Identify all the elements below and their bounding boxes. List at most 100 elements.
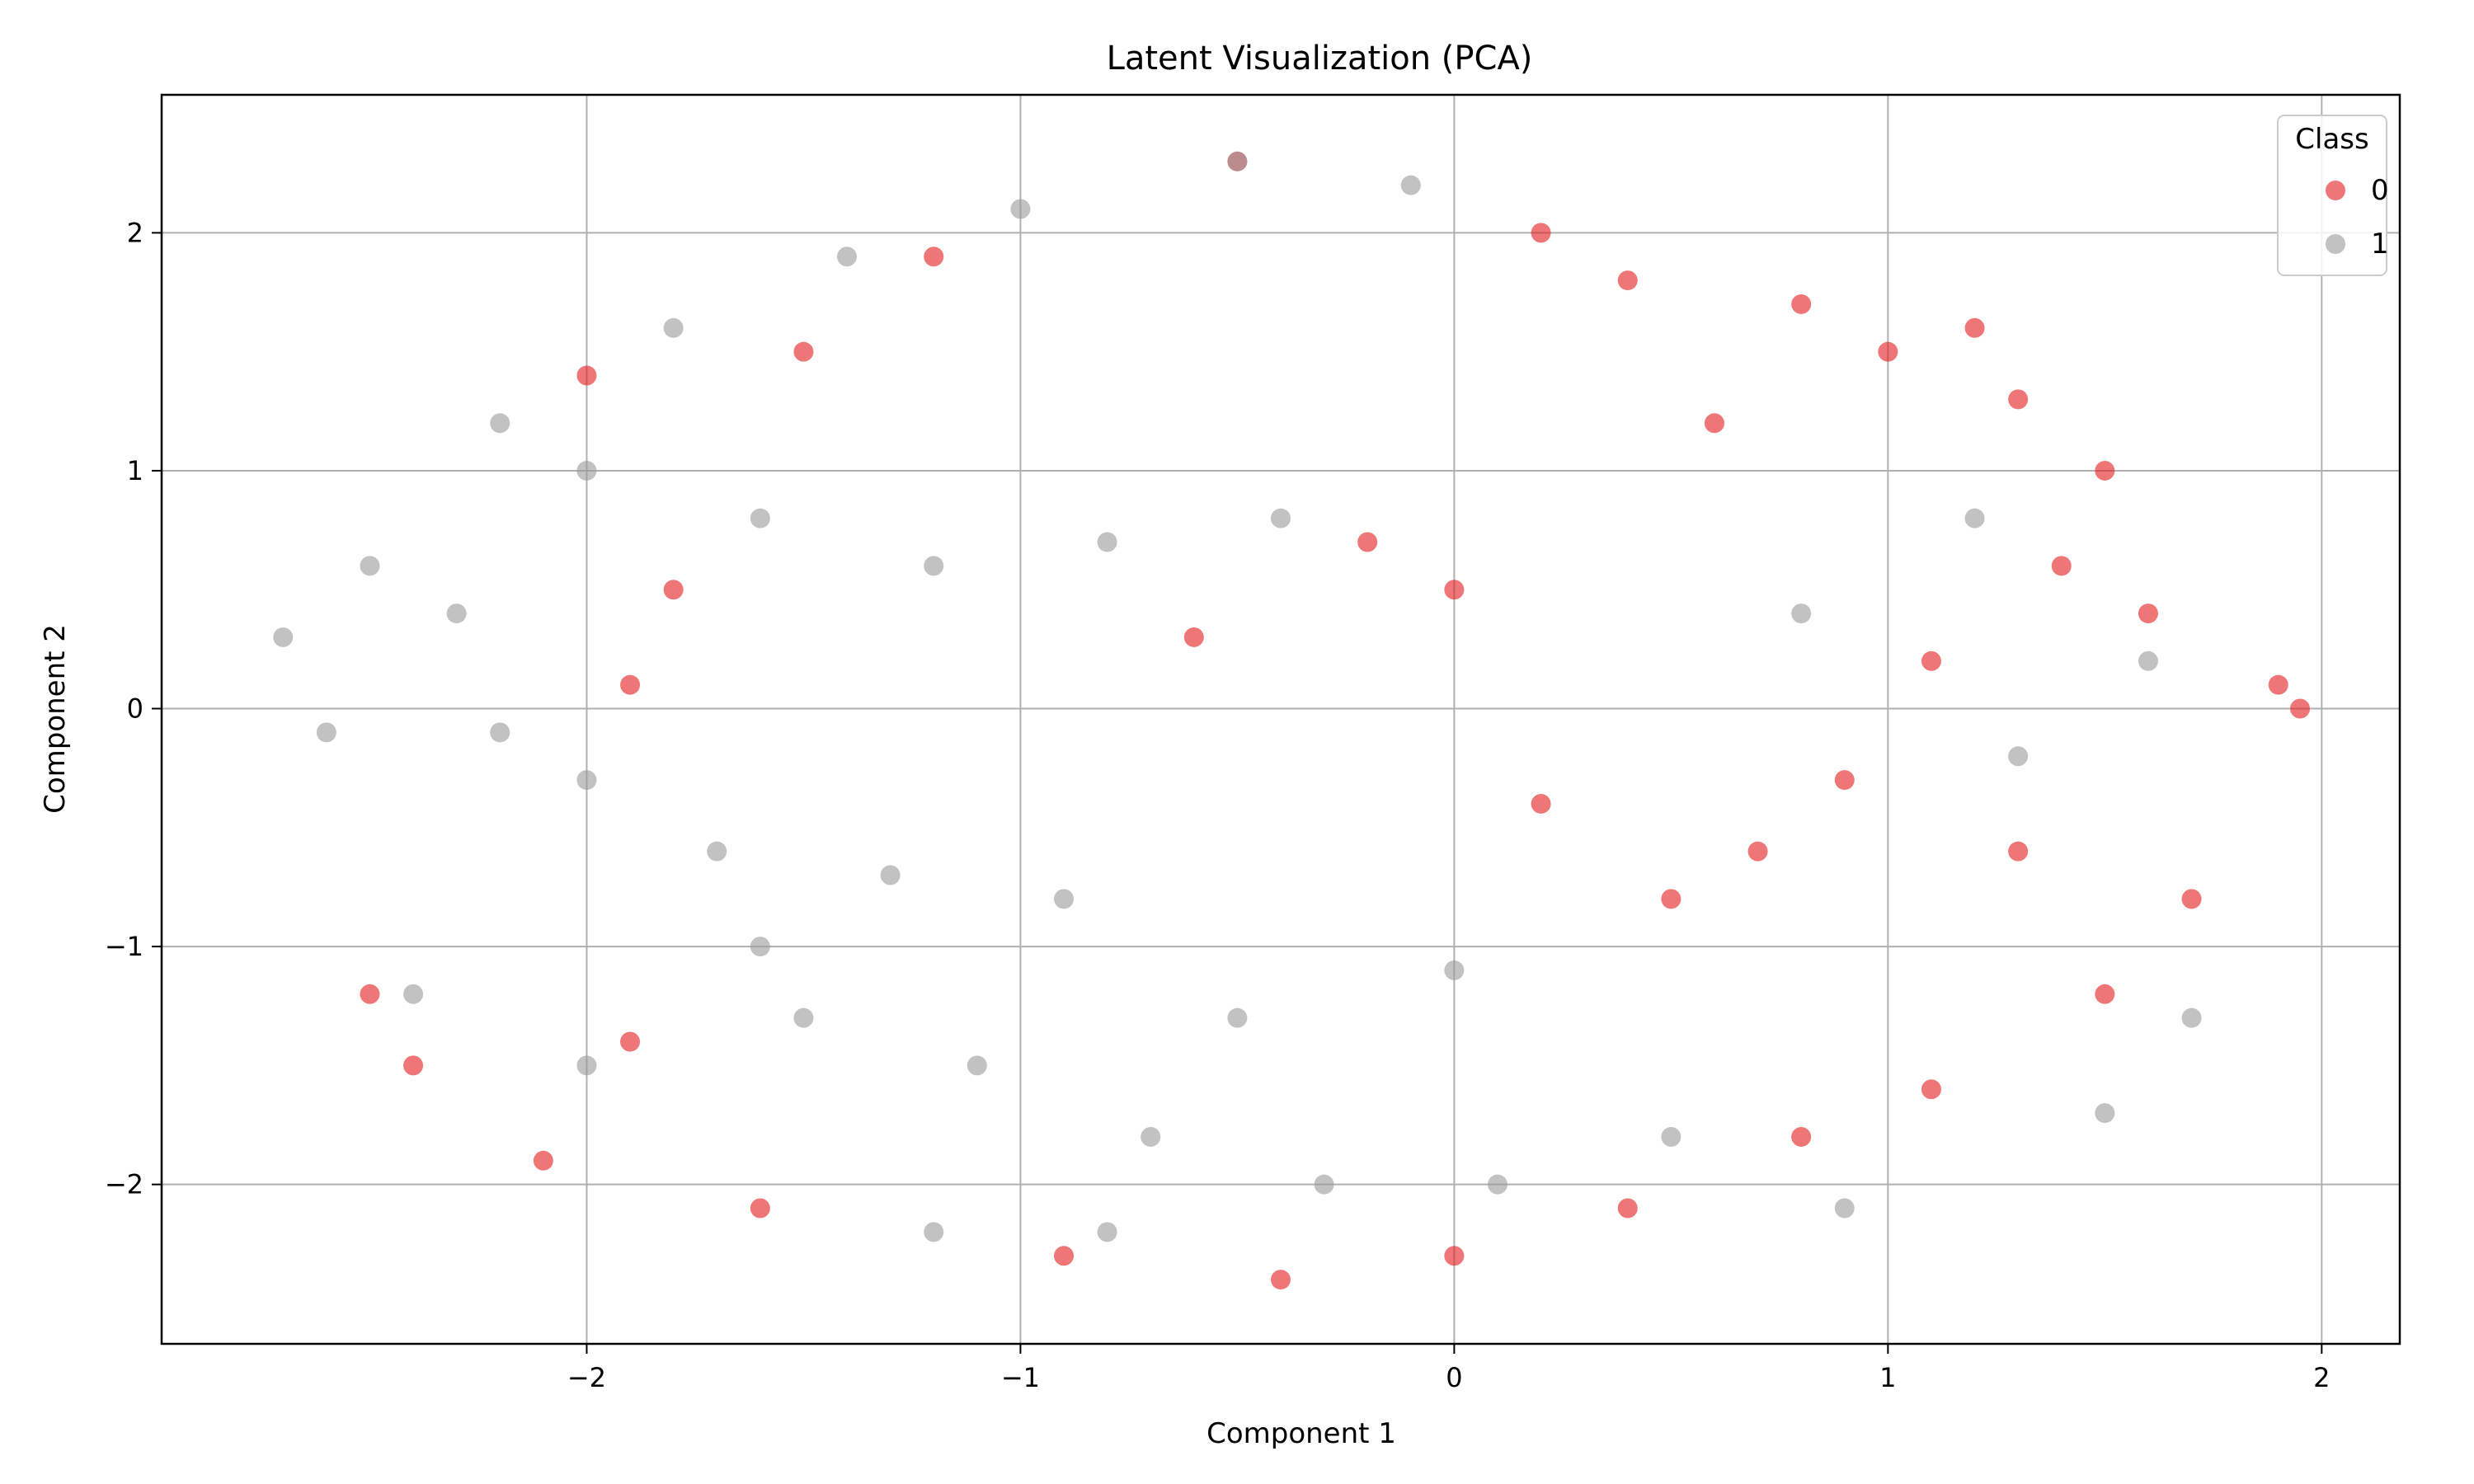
scatter-point-class-1 — [837, 247, 858, 267]
scatter-point-class-0 — [1791, 1126, 1812, 1147]
legend-title: Class — [2295, 123, 2368, 156]
scatter-point-class-0 — [2181, 889, 2202, 909]
scatter-point-class-0 — [620, 674, 641, 695]
scatter-point-class-0 — [576, 365, 597, 386]
scatter-point-class-1 — [1964, 508, 1985, 528]
scatter-point-class-0 — [1444, 1246, 1465, 1266]
scatter-point-class-1 — [793, 1007, 814, 1028]
scatter-point-class-0 — [924, 247, 944, 267]
scatter-point-class-0 — [360, 984, 380, 1004]
scatter-point-class-1 — [1400, 175, 1421, 195]
scatter-point-class-0 — [1183, 627, 1204, 647]
scatter-point-class-0 — [2138, 603, 2158, 624]
scatter-point-class-1 — [1791, 603, 1812, 624]
scatter-point-class-1 — [316, 722, 336, 743]
scatter-point-class-0 — [2051, 556, 2072, 576]
y-axis-label: Component 2 — [39, 624, 72, 814]
scatter-point-class-1 — [1141, 1126, 1161, 1147]
scatter-point-class-0 — [1271, 1270, 1291, 1290]
scatter-point-class-1 — [1314, 1174, 1334, 1195]
scatter-point-class-1 — [1010, 199, 1031, 219]
x-ticks: −2 −1 0 1 2 — [567, 1344, 2331, 1393]
y-tick-label: −2 — [105, 1169, 143, 1200]
x-tick-label: 2 — [2313, 1362, 2330, 1393]
scatter-point-class-1 — [750, 937, 770, 957]
scatter-point-class-0 — [663, 580, 684, 600]
x-tick-label: −2 — [567, 1362, 606, 1393]
scatter-point-class-1 — [663, 317, 684, 338]
scatter-point-class-0 — [1617, 1198, 1638, 1219]
scatter-point-class-1 — [707, 841, 727, 862]
scatter-point-class-1 — [403, 984, 424, 1004]
scatter-point-class-0 — [533, 1150, 553, 1171]
scatter-points — [273, 151, 2311, 1290]
y-ticks: −2 −1 0 1 2 — [105, 217, 162, 1200]
scatter-point-class-1 — [1661, 1126, 1681, 1147]
scatter-point-class-0 — [2095, 460, 2115, 481]
scatter-point-class-0 — [2008, 389, 2029, 410]
x-axis-label: Component 1 — [1206, 1417, 1396, 1450]
scatter-point-class-1 — [1054, 889, 1075, 909]
scatter-point-class-1 — [490, 413, 510, 434]
scatter-point-class-0 — [2008, 841, 2029, 862]
scatter-point-class-0 — [403, 1055, 424, 1076]
y-tick-label: 1 — [127, 455, 143, 486]
scatter-point-class-0 — [1921, 1079, 1941, 1100]
x-tick-label: −1 — [1001, 1362, 1040, 1393]
legend-marker-class-0 — [2326, 181, 2345, 200]
scatter-point-class-1 — [1271, 508, 1291, 528]
scatter-point-class-0 — [1617, 270, 1638, 291]
scatter-point-class-1 — [1444, 960, 1465, 980]
scatter-point-class-1 — [2138, 650, 2158, 671]
scatter-point-class-0 — [1054, 1246, 1075, 1266]
scatter-point-class-1 — [576, 460, 597, 481]
scatter-point-class-1 — [576, 770, 597, 791]
scatter-point-class-0 — [2290, 698, 2311, 719]
scatter-point-class-0 — [1964, 317, 1985, 338]
scatter-point-class-0 — [1531, 793, 1551, 814]
scatter-point-class-1 — [1097, 1222, 1117, 1242]
scatter-point-class-1 — [2181, 1007, 2202, 1028]
scatter-point-class-0 — [1357, 532, 1378, 552]
scatter-point-class-0 — [1747, 841, 1768, 862]
scatter-point-class-0 — [620, 1031, 641, 1052]
x-tick-label: 0 — [1446, 1362, 1462, 1393]
scatter-point-class-0 — [2095, 984, 2115, 1004]
scatter-point-class-0 — [1921, 650, 1941, 671]
scatter-point-class-1 — [750, 508, 770, 528]
x-tick-label: 1 — [1879, 1362, 1896, 1393]
scatter-point-class-1 — [273, 627, 294, 647]
scatter-point-class-1 — [1097, 532, 1117, 552]
y-tick-label: 2 — [127, 217, 143, 248]
scatter-point-class-0 — [793, 341, 814, 362]
scatter-point-class-1 — [1227, 1007, 1248, 1028]
scatter-point-class-0 — [1704, 413, 1724, 434]
legend: Class 0 1 — [2277, 115, 2389, 276]
scatter-point-class-0 — [1444, 580, 1465, 600]
scatter-point-class-0 — [1531, 223, 1551, 243]
legend-marker-class-1 — [2326, 234, 2345, 254]
scatter-point-class-1 — [924, 1222, 944, 1242]
legend-label-class-0: 0 — [2371, 174, 2389, 207]
legend-label-class-1: 1 — [2371, 228, 2389, 261]
scatter-point-class-0 — [1834, 770, 1855, 791]
chart-title: Latent Visualization (PCA) — [1107, 40, 1533, 77]
scatter-point-class-1 — [2008, 746, 2029, 767]
scatter-point-class-0 — [750, 1198, 770, 1219]
y-tick-label: 0 — [127, 693, 143, 725]
y-tick-label: −1 — [105, 931, 143, 962]
scatter-point-class-0 — [2268, 674, 2288, 695]
plot-frame — [160, 93, 2401, 1345]
scatter-point-class-0 — [1878, 341, 1898, 362]
scatter-point-class-1 — [880, 865, 901, 885]
scatter-point-class-1 — [360, 556, 380, 576]
scatter-point-class-0 — [1791, 294, 1812, 314]
scatter-point-class-1 — [1227, 151, 1248, 171]
scatter-point-class-1 — [1487, 1174, 1507, 1195]
scatter-point-class-1 — [490, 722, 510, 743]
grid-lines — [162, 95, 2400, 1344]
scatter-point-class-1 — [924, 556, 944, 576]
scatter-point-class-1 — [1834, 1198, 1855, 1219]
scatter-point-class-1 — [2095, 1103, 2115, 1124]
